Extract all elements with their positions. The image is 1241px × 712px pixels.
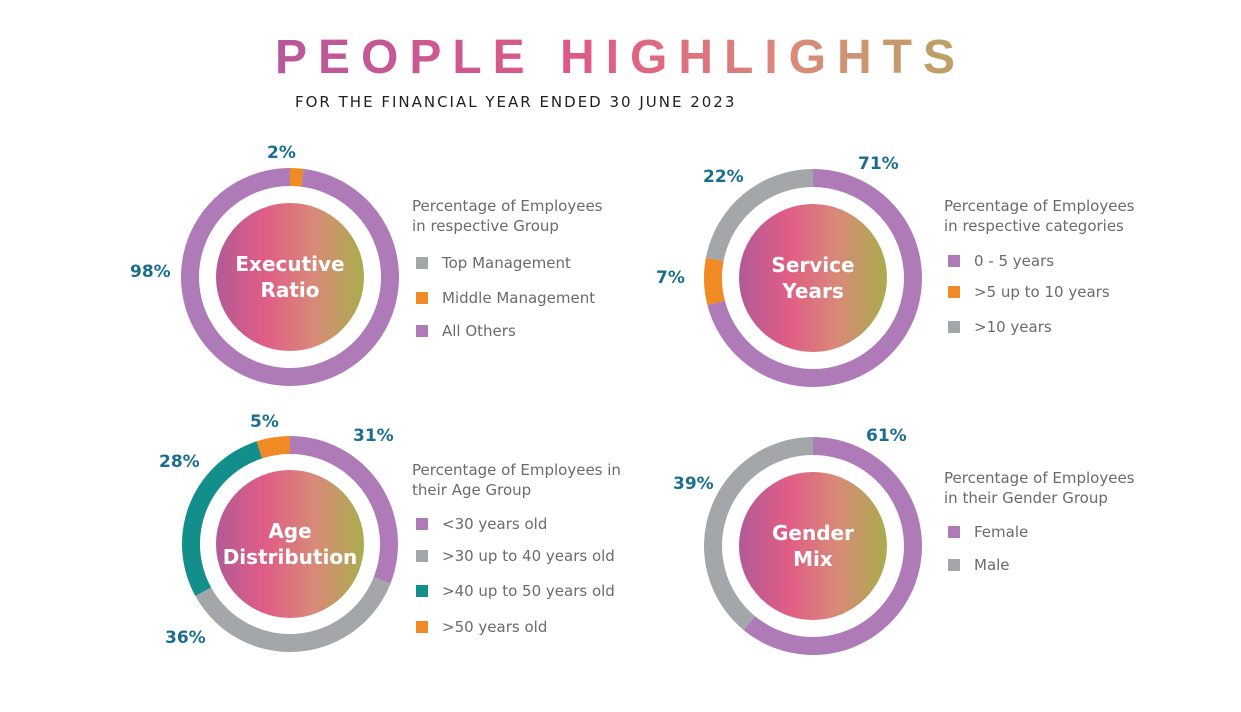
page-title: PEOPLE HIGHLIGHTS [274,31,967,84]
donut-slice [704,257,725,306]
legend-label: Female [974,523,1029,541]
donut-center [739,204,887,352]
legend-item: >5 up to 10 years [948,283,1110,301]
legend-label: Top Management [442,254,571,272]
data-label: 71% [858,154,899,174]
legend-item: Male [948,556,1010,574]
legend-label: >30 up to 40 years old [442,547,615,565]
donut-slice [256,436,290,459]
legend-item: >50 years old [416,618,547,636]
title-wrap: PEOPLE HIGHLIGHTS [0,30,1241,85]
legend-label: All Others [442,322,516,340]
donut-center [739,472,887,620]
data-label: 36% [165,628,206,648]
legend-label: >5 up to 10 years [974,283,1110,301]
center-label-line: Mix [793,547,833,571]
donut-center-label: Age Distribution [216,470,364,618]
donut-slice [195,577,391,652]
legend-swatch [416,585,428,597]
legend-title: Percentage of Employees in their Age Grou… [412,460,632,500]
data-label: 5% [250,412,279,432]
legend-title-line: their Age Group [412,481,532,499]
center-label-line: Distribution [222,545,358,569]
data-label: 28% [159,452,200,472]
donut-center [216,203,364,351]
donut-center [216,470,364,618]
legend-swatch [416,292,428,304]
legend-item: Female [948,523,1028,541]
legend-title-line: Percentage of Employees in [412,461,621,479]
legend-swatch [948,559,960,571]
data-label: 61% [866,426,907,446]
legend-label: Male [974,556,1010,574]
legend-title: Percentage of Employees in respective cat… [944,196,1164,236]
donut-slice [704,437,813,630]
legend-label: <30 years old [442,515,548,533]
legend-label: 0 - 5 years [974,252,1055,270]
legend-item: All Others [416,322,516,340]
donut-center-label: Gender Mix [739,472,887,620]
data-label: 2% [267,143,296,163]
center-label-line: Executive [235,252,345,276]
legend-swatch [416,325,428,337]
donut-slice [705,169,813,261]
legend-swatch [948,286,960,298]
legend-title-line: in respective categories [944,217,1124,235]
data-label: 22% [703,167,744,187]
legend-swatch [416,621,428,633]
center-label-line: Age [268,519,312,543]
legend-title-line: Percentage of Employees [412,197,603,215]
legend-title-line: Percentage of Employees [944,197,1135,215]
legend-item: 0 - 5 years [948,252,1054,270]
data-label: 98% [130,262,171,282]
donut-slice [290,168,304,187]
legend-swatch [948,255,960,267]
data-label: 7% [656,268,685,288]
legend-swatch [416,257,428,269]
data-label: 31% [353,426,394,446]
legend-title: Percentage of Employees in respective Gro… [412,196,632,236]
center-label-line: Ratio [260,278,320,302]
legend-title-line: in respective Group [412,217,559,235]
legend-title: Percentage of Employees in their Gender G… [944,468,1164,508]
center-label-line: Service [771,253,855,277]
donut-center-label: Service Years [739,204,887,352]
legend-title-line: in their Gender Group [944,489,1108,507]
legend-label: Middle Management [442,289,596,307]
legend-item: >10 years [948,318,1052,336]
legend-item: <30 years old [416,515,547,533]
legend-label: >50 years old [442,618,548,636]
donut-slice [743,437,922,656]
legend-swatch [948,321,960,333]
donut-center-label: Executive Ratio [216,203,364,351]
legend-item: >40 up to 50 years old [416,582,615,600]
legend-item: Top Management [416,254,571,272]
center-label-line: Gender [772,521,854,545]
legend-label: >10 years [974,318,1052,336]
legend-item: Middle Management [416,289,595,307]
data-label: 39% [673,474,714,494]
center-label-line: Years [782,279,844,303]
legend-title-line: Percentage of Employees [944,469,1135,487]
legend-label: >40 up to 50 years old [442,582,615,600]
donut-slice [181,441,263,597]
page-subtitle: FOR THE FINANCIAL YEAR ENDED 30 JUNE 202… [295,93,737,111]
legend-swatch [416,518,428,530]
legend-item: >30 up to 40 years old [416,547,615,565]
legend-swatch [416,550,428,562]
donut-slice [290,436,398,584]
legend-swatch [948,526,960,538]
